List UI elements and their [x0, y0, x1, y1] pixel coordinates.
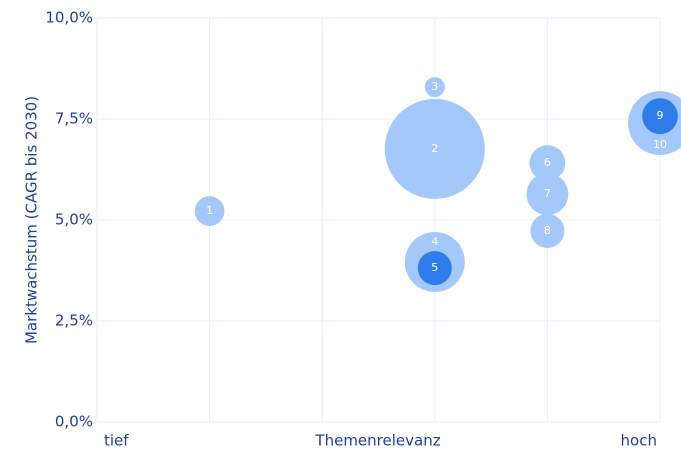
x-axis-low: tief — [104, 432, 129, 450]
bubble — [642, 98, 678, 135]
bubble — [417, 251, 452, 286]
bubble-label: 2 — [431, 142, 438, 155]
y-tick-label: 2,5% — [55, 312, 93, 330]
y-tick-label: 0,0% — [55, 413, 93, 431]
x-axis-title: Themenrelevanz — [314, 432, 440, 450]
bubble — [529, 145, 566, 181]
y-tick-label: 7,5% — [55, 110, 93, 128]
bubble — [384, 98, 485, 199]
bubble — [424, 77, 445, 98]
bubble-label: 1 — [206, 204, 213, 217]
y-axis-title: Marktwachstum (CAGR bis 2030) — [23, 96, 41, 344]
bubble-label: 9 — [657, 109, 664, 122]
bubble-label: 3 — [431, 80, 438, 93]
bubble-label: 7 — [544, 187, 551, 200]
y-tick-label: 5,0% — [55, 211, 93, 229]
x-axis-high: hoch — [621, 432, 657, 450]
bubble-label: 5 — [431, 261, 438, 274]
bubble-label: 10 — [653, 138, 667, 151]
bubble — [194, 196, 225, 226]
bubble-label: 6 — [544, 156, 551, 169]
bubble — [530, 213, 565, 248]
bubble-label: 8 — [544, 224, 551, 237]
bubble-label: 4 — [431, 235, 438, 248]
y-tick-label: 10,0% — [45, 9, 93, 27]
bubble — [526, 173, 569, 216]
